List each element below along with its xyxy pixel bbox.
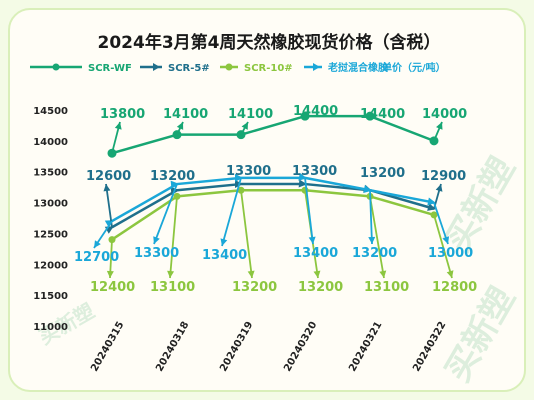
y-tick-label: 12500 (33, 229, 68, 240)
x-tick-label: 20240320 (282, 320, 319, 374)
leader-arrow (313, 270, 321, 278)
data-label: 13300 (226, 164, 271, 179)
x-tick-label: 20240321 (347, 320, 384, 374)
leader-line (433, 202, 449, 245)
legend-marker (52, 63, 60, 71)
chart-title: 2024年3月第4周天然橡胶现货价格（含税） (98, 32, 441, 53)
data-label: 12600 (86, 169, 131, 184)
leader-line (153, 183, 178, 245)
leader-arrow (220, 238, 228, 246)
leader-arrow (446, 270, 454, 278)
legend-entry: 老挝混合橡胶 (327, 61, 388, 74)
leader-arrow (241, 122, 248, 130)
y-tick-label: 12000 (33, 260, 68, 271)
data-label: 14000 (422, 107, 467, 122)
y-tick-label: 13000 (33, 199, 68, 210)
series-layer (104, 111, 439, 244)
leader-arrow (368, 236, 376, 244)
chart-card: 买新塑 买新塑 买新塑 2024年3月第4周天然橡胶现货价格（含税） SCR-WF S… (8, 8, 526, 392)
leader-arrow (106, 270, 114, 278)
watermark-text: 买新塑 (438, 280, 524, 388)
data-point (300, 111, 310, 121)
data-labels: 13800 14100 14100 14400 14400 14000 12600 13200… (74, 104, 477, 295)
leader-arrow (103, 184, 111, 192)
data-point (427, 203, 436, 211)
data-label: 14400 (360, 107, 405, 122)
data-label: 14100 (163, 107, 208, 122)
data-label: 13300 (134, 246, 179, 261)
unit-label: 单价（元/吨） (382, 61, 446, 74)
leader-arrow (436, 122, 443, 130)
leader-arrow (247, 270, 255, 278)
series-line (111, 114, 435, 155)
legend-entry: SCR-10# (244, 63, 293, 74)
data-label: 13800 (100, 107, 145, 122)
leader-arrow (176, 122, 184, 130)
legend-arrow-icon (313, 63, 320, 71)
series-line (111, 188, 435, 241)
x-tick-label: 20240318 (154, 320, 191, 374)
leader-line (304, 177, 314, 245)
y-tick-label: 11500 (33, 291, 68, 302)
leader-arrow (94, 240, 101, 248)
leader-arrow (167, 270, 175, 278)
legend-entry: SCR-WF (88, 63, 132, 74)
leader-arrow (442, 236, 450, 244)
leader-line (240, 190, 253, 279)
data-label: 12800 (432, 280, 477, 295)
leader-arrow (379, 270, 387, 278)
data-label: 13400 (293, 246, 338, 261)
data-label: 12700 (74, 250, 119, 265)
leader-arrow (114, 122, 122, 130)
leader-arrow (435, 184, 443, 192)
data-label: 14100 (228, 107, 273, 122)
watermark-text: 买新塑 (438, 150, 524, 258)
data-label: 13200 (298, 280, 343, 295)
legend-marker (225, 63, 233, 71)
leader-line (169, 196, 178, 279)
data-label: 13200 (352, 246, 397, 261)
data-label: 13400 (202, 248, 247, 263)
data-label: 13000 (428, 246, 473, 261)
data-label: 13200 (150, 169, 195, 184)
y-axis: 11000 11500 12000 12500 13000 13500 14000 14500 (33, 106, 68, 333)
x-tick-label: 20240319 (218, 320, 255, 374)
y-tick-label: 13500 (33, 168, 68, 179)
leader-line (221, 177, 242, 247)
data-label: 13200 (232, 280, 277, 295)
y-tick-label: 11000 (33, 322, 68, 333)
series-line (111, 176, 435, 223)
leader-arrow (153, 236, 160, 244)
data-point (298, 179, 307, 188)
data-point (235, 173, 243, 182)
y-tick-label: 14000 (33, 137, 68, 148)
leader-arrow (308, 236, 316, 244)
y-tick-label: 14500 (33, 106, 68, 117)
leader-line (433, 214, 453, 279)
data-point (365, 111, 375, 121)
leader-line (369, 196, 385, 279)
leader-line (105, 183, 113, 228)
data-label: 13100 (150, 280, 195, 295)
legend-entry: SCR-5# (168, 63, 210, 74)
data-label: 14400 (293, 104, 338, 119)
data-label: 13200 (360, 166, 405, 181)
x-axis: 20240315 20240318 20240319 20240320 20240321… (89, 320, 448, 374)
data-label: 12400 (90, 280, 135, 295)
data-label: 13300 (292, 164, 337, 179)
data-point (170, 180, 179, 189)
legend-arrow-icon (153, 63, 160, 71)
leader-line (369, 190, 373, 245)
data-label: 13100 (364, 280, 409, 295)
x-tick-label: 20240315 (89, 320, 126, 374)
data-label: 12900 (421, 169, 466, 184)
